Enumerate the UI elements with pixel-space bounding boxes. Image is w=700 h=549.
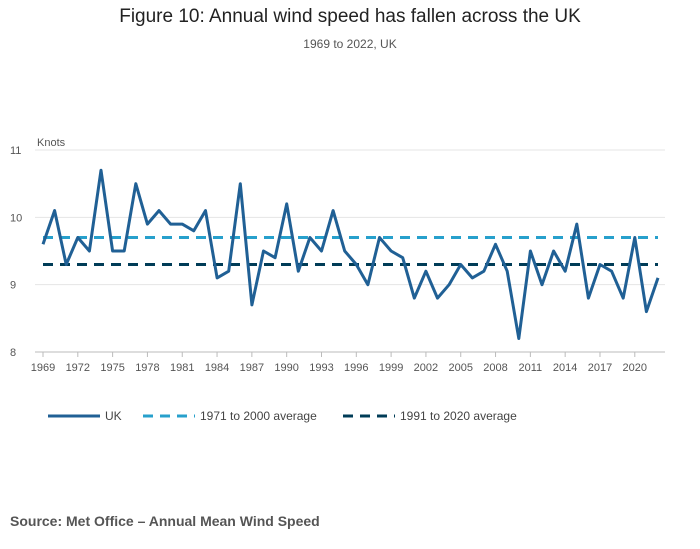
x-tick-label: 1969 — [31, 362, 55, 374]
x-tick-label: 2002 — [414, 362, 438, 374]
x-tick-label: 1999 — [379, 362, 403, 374]
x-tick-label: 1978 — [135, 362, 159, 374]
chart-subtitle: 1969 to 2022, UK — [303, 37, 397, 51]
x-tick-label: 2014 — [553, 362, 577, 374]
y-tick-label: 10 — [10, 212, 22, 224]
x-tick-label: 1996 — [344, 362, 368, 374]
y-tick-label: 8 — [10, 347, 16, 359]
x-tick-label: 2011 — [519, 362, 543, 374]
x-tick-label: 1975 — [100, 362, 124, 374]
x-tick-label: 1993 — [309, 362, 333, 374]
uk-series-line — [41, 168, 660, 340]
x-tick-label: 2008 — [483, 362, 507, 374]
x-tick-label: 1981 — [170, 362, 194, 374]
x-tick-label: 1990 — [274, 362, 298, 374]
legend-label: 1991 to 2020 average — [400, 409, 517, 423]
y-axis-label: Knots — [37, 137, 66, 149]
x-tick-label: 1972 — [66, 362, 90, 374]
x-tick-label: 1984 — [205, 362, 229, 374]
x-tick-label: 2005 — [448, 362, 472, 374]
chart-title: Figure 10: Annual wind speed has fallen … — [119, 6, 581, 27]
source-note: Source: Met Office – Annual Mean Wind Sp… — [10, 513, 320, 529]
x-tick-label: 2017 — [588, 362, 612, 374]
x-tick-label: 2020 — [623, 362, 647, 374]
y-tick-label: 9 — [10, 280, 16, 292]
legend-label: 1971 to 2000 average — [200, 409, 317, 423]
x-tick-label: 1987 — [240, 362, 264, 374]
y-tick-label: 11 — [10, 145, 21, 157]
legend-label: UK — [105, 409, 122, 423]
